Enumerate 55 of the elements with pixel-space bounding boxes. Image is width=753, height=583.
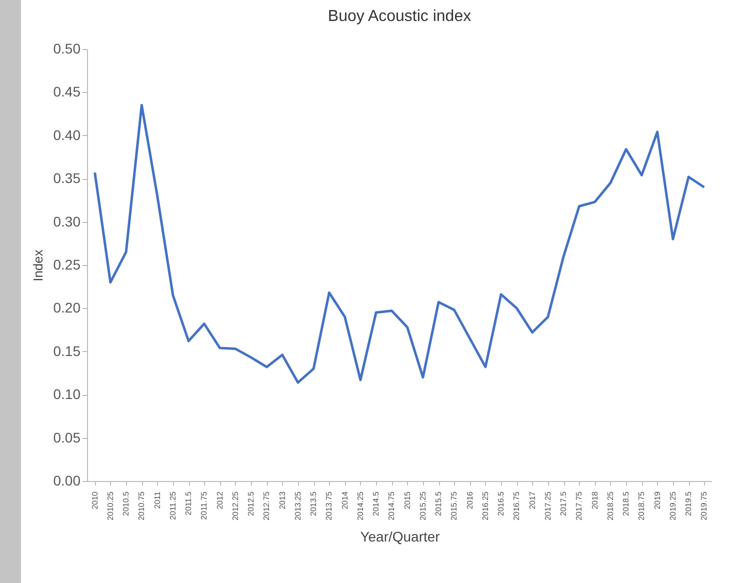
x-tick-label: 2015.5: [434, 490, 444, 516]
x-tick-label: 2019: [652, 490, 662, 510]
line-series: [94, 104, 706, 384]
x-tick-label: 2011.25: [168, 490, 178, 520]
x-tick-label: 2014.5: [372, 490, 381, 516]
y-tick-label: 0.35: [53, 170, 81, 186]
x-tick-label: 2015.75: [450, 490, 459, 520]
x-tick-label: 2010.75: [137, 490, 146, 520]
x-tick-label: 2014: [340, 490, 350, 510]
y-tick-label: 0.00: [53, 472, 81, 488]
x-tick-label: 2014.25: [356, 490, 365, 520]
x-tick-label: 2012.25: [230, 490, 240, 520]
x-tick-label: 2019.5: [684, 490, 694, 516]
x-tick-label: 2012: [215, 490, 224, 510]
y-axis-title: Index: [30, 249, 46, 282]
x-tick-label: 2014.75: [387, 490, 396, 520]
x-tick-label: 2013.25: [293, 490, 302, 520]
x-tick-label: 2018.25: [606, 490, 615, 520]
x-tick-label: 2012.5: [246, 490, 256, 516]
x-tick-label: 2018.5: [622, 490, 631, 516]
x-tick-label: 2016.25: [480, 490, 490, 520]
y-tick-label: 0.05: [53, 429, 81, 446]
x-tick-label: 2013.5: [309, 490, 318, 516]
x-tick-label: 2016.75: [512, 490, 522, 520]
x-tick-label: 2013: [278, 490, 287, 510]
y-tick-label: 0.50: [53, 40, 81, 56]
x-tick-label: 2019.25: [668, 490, 678, 520]
x-tick-label: 2016: [465, 490, 474, 510]
x-tick-label: 2017: [528, 490, 537, 510]
x-tick-label: 2013.75: [324, 490, 334, 520]
y-tick-label: 0.40: [53, 126, 81, 143]
x-tick-label: 2010.25: [106, 490, 115, 520]
x-tick-label: 2019.75: [700, 490, 709, 520]
y-tick-label: 0.10: [53, 386, 81, 402]
y-tick-label: 0.30: [53, 213, 81, 230]
x-tick-label: 2016.5: [496, 490, 506, 516]
x-tick-label: 2010: [90, 490, 100, 510]
chart-title: Buoy Acoustic index: [328, 8, 472, 25]
x-tick-label: 2017.5: [559, 490, 568, 516]
x-tick-label: 2015.25: [418, 490, 428, 520]
x-tick-label: 2018: [590, 490, 600, 510]
x-tick-label: 2012.75: [262, 490, 272, 520]
y-tick-label: 0.45: [53, 84, 81, 100]
x-tick-label: 2011.75: [200, 490, 209, 520]
x-tick-label: 2017.25: [543, 490, 552, 520]
x-axis-title: Year/Quarter: [360, 528, 440, 544]
x-tick-label: 2018.75: [637, 490, 646, 520]
x-tick-label: 2011: [152, 490, 162, 509]
y-tick-label: 0.25: [53, 256, 81, 272]
x-tick-label: 2011.5: [184, 490, 194, 516]
x-tick-label: 2010.5: [122, 490, 131, 516]
x-tick-label: 2015: [402, 490, 412, 510]
y-tick-label: 0.15: [53, 342, 81, 359]
x-tick-label: 2017.75: [574, 490, 584, 520]
y-tick-label: 0.20: [53, 300, 81, 316]
